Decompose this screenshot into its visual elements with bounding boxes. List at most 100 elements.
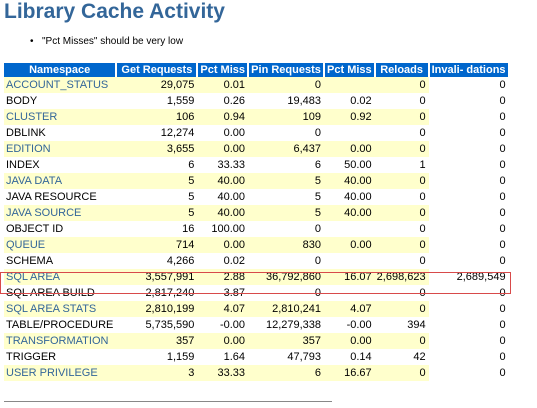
- value-cell: 0.92: [324, 109, 375, 125]
- value-cell: 3,655: [116, 141, 198, 157]
- value-cell: 0.00: [197, 333, 249, 349]
- value-cell: 0.00: [197, 237, 249, 253]
- value-cell: -0.00: [324, 317, 375, 333]
- value-cell: 12,274: [116, 125, 198, 141]
- table-row: EDITION 3,655 0.00 6,437 0.00 0 0: [4, 141, 509, 157]
- value-cell: 394: [374, 317, 429, 333]
- namespace-cell: SQL AREA BUILD: [4, 285, 117, 301]
- col-reloads-header: Reloads: [374, 63, 430, 77]
- value-cell: 0: [374, 109, 429, 125]
- value-cell: 0: [428, 125, 509, 141]
- library-cache-table: Namespace Get Requests Pct Miss Pin Requ…: [4, 63, 510, 381]
- header-row: Namespace Get Requests Pct Miss Pin Requ…: [4, 63, 510, 77]
- value-cell: 0: [374, 125, 429, 141]
- col-get-pct-miss-header: Pct Miss: [197, 63, 250, 77]
- value-cell: 6: [248, 157, 325, 173]
- value-cell: 4,266: [116, 253, 198, 269]
- value-cell: 6: [116, 157, 198, 173]
- table-row: USER PRIVILEGE 3 33.33 6 16.67 0 0: [4, 365, 509, 381]
- value-cell: 19,483: [248, 93, 325, 109]
- table-row: TABLE/PROCEDURE 5,735,590 -0.00 12,279,338-…: [4, 317, 509, 333]
- page-title: Library Cache Activity: [4, 0, 225, 23]
- namespace-cell: BODY: [4, 93, 117, 109]
- value-cell: 109: [248, 109, 325, 125]
- col-namespace-header: Namespace: [4, 63, 118, 77]
- value-cell: 0: [428, 77, 509, 93]
- value-cell: 40.00: [197, 173, 249, 189]
- value-cell: 5: [116, 173, 198, 189]
- value-cell: [324, 253, 375, 269]
- value-cell: 36,792,860: [248, 269, 325, 285]
- table-row: SQL AREA STATS 2,810,199 4.07 2,810,241 4.07…: [4, 301, 509, 317]
- value-cell: 100.00: [197, 221, 249, 237]
- value-cell: 830: [248, 237, 325, 253]
- table-row: JAVA SOURCE 5 40.00 5 40.00 0 0: [4, 205, 509, 221]
- value-cell: 5: [116, 189, 198, 205]
- value-cell: 0.00: [197, 125, 249, 141]
- value-cell: 0: [428, 333, 509, 349]
- value-cell: 0: [248, 221, 325, 237]
- value-cell: 0.00: [324, 141, 375, 157]
- value-cell: 2.88: [197, 269, 249, 285]
- namespace-cell: SQL AREA: [4, 269, 117, 285]
- value-cell: 0: [428, 285, 509, 301]
- namespace-cell: CLUSTER: [4, 109, 117, 125]
- value-cell: 0: [428, 253, 509, 269]
- value-cell: 47,793: [248, 349, 325, 365]
- table-row: OBJECT ID 16 100.00 0 0 0: [4, 221, 509, 237]
- value-cell: 0.02: [324, 93, 375, 109]
- table-row: INDEX 6 33.33 6 50.00 1 0: [4, 157, 509, 173]
- value-cell: 2,698,623: [374, 269, 429, 285]
- value-cell: 0: [428, 237, 509, 253]
- value-cell: 0.26: [197, 93, 249, 109]
- value-cell: 0: [374, 237, 429, 253]
- value-cell: 0: [428, 141, 509, 157]
- col-pin-pct-miss-header: Pct Miss: [324, 63, 376, 77]
- bullet-icon: •: [30, 36, 34, 47]
- value-cell: 3,557,991: [116, 269, 198, 285]
- value-cell: 1,159: [116, 349, 198, 365]
- value-cell: 0: [248, 253, 325, 269]
- value-cell: 16.07: [324, 269, 375, 285]
- value-cell: 2,810,199: [116, 301, 198, 317]
- value-cell: 42: [374, 349, 429, 365]
- table-row: JAVA DATA 5 40.00 5 40.00 0 0: [4, 173, 509, 189]
- col-pin-requests-header: Pin Requests: [248, 63, 326, 77]
- value-cell: 2,689,549: [428, 269, 509, 285]
- value-cell: 106: [116, 109, 198, 125]
- value-cell: 40.00: [324, 173, 375, 189]
- table-row: QUEUE 714 0.00 830 0.00 0 0: [4, 237, 509, 253]
- table-row: TRIGGER 1,159 1.64 47,793 0.14 42 0: [4, 349, 509, 365]
- value-cell: 0: [428, 365, 509, 381]
- value-cell: 16: [116, 221, 198, 237]
- namespace-cell: TRIGGER: [4, 349, 117, 365]
- value-cell: [324, 221, 375, 237]
- value-cell: 16.67: [324, 365, 375, 381]
- value-cell: 0: [428, 349, 509, 365]
- value-cell: 0.00: [324, 237, 375, 253]
- namespace-cell: QUEUE: [4, 237, 117, 253]
- namespace-cell: INDEX: [4, 157, 117, 173]
- namespace-cell: SQL AREA STATS: [4, 301, 117, 317]
- value-cell: 50.00: [324, 157, 375, 173]
- table-row: DBLINK 12,274 0.00 0 0 0: [4, 125, 509, 141]
- value-cell: 357: [116, 333, 198, 349]
- namespace-cell: SCHEMA: [4, 253, 117, 269]
- table-row: SCHEMA 4,266 0.02 0 0 0: [4, 253, 509, 269]
- value-cell: 1: [374, 157, 429, 173]
- bottom-divider: [4, 401, 332, 402]
- col-get-requests-header: Get Requests: [116, 63, 199, 77]
- value-cell: [324, 125, 375, 141]
- table-row: JAVA RESOURCE 5 40.00 5 40.00 0 0: [4, 189, 509, 205]
- namespace-cell: USER PRIVILEGE: [4, 365, 117, 381]
- value-cell: 1.64: [197, 349, 249, 365]
- value-cell: 40.00: [197, 189, 249, 205]
- value-cell: 0.01: [197, 77, 249, 93]
- value-cell: 33.33: [197, 157, 249, 173]
- value-cell: 0: [428, 173, 509, 189]
- value-cell: 0: [374, 93, 429, 109]
- value-cell: 0: [374, 221, 429, 237]
- value-cell: [324, 77, 375, 93]
- value-cell: 5: [248, 205, 325, 221]
- value-cell: 5,735,590: [116, 317, 198, 333]
